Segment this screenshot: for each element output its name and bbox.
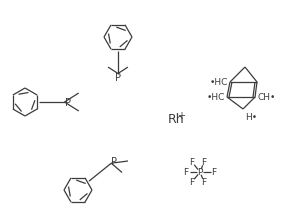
Text: F: F [211, 168, 217, 177]
Text: F: F [189, 158, 195, 167]
Text: P: P [115, 73, 121, 83]
Text: P: P [65, 97, 71, 108]
Text: F: F [189, 178, 195, 187]
Text: P: P [111, 156, 117, 166]
Text: F: F [201, 178, 206, 187]
Text: F: F [201, 158, 206, 167]
Text: +: + [177, 110, 185, 121]
Text: F: F [184, 168, 189, 177]
Text: CH•: CH• [257, 93, 275, 102]
Text: •HC: •HC [207, 93, 225, 102]
Text: P: P [197, 168, 203, 177]
Text: Rh: Rh [168, 113, 185, 126]
Text: •HC: •HC [210, 78, 228, 87]
Text: H•: H• [245, 112, 257, 121]
